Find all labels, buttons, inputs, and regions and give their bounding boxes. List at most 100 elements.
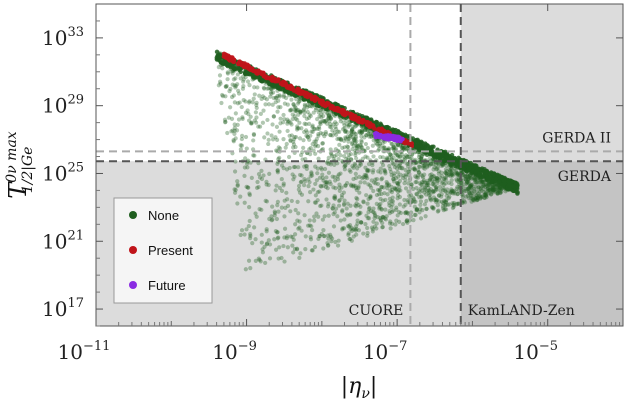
point-none — [449, 178, 454, 183]
point-none — [267, 216, 272, 222]
point-none — [310, 129, 315, 134]
point-none — [232, 169, 238, 174]
point-none — [324, 180, 329, 185]
point-none — [286, 154, 292, 160]
point-none — [390, 141, 395, 147]
point-none — [370, 227, 375, 232]
point-none — [256, 172, 262, 177]
point-none — [370, 170, 375, 175]
point-none — [435, 165, 441, 170]
point-none — [371, 188, 376, 194]
point-none — [397, 209, 402, 215]
point-none — [318, 130, 323, 136]
point-none — [358, 180, 363, 185]
point-none — [219, 100, 224, 106]
point-none — [421, 178, 427, 183]
point-none — [305, 130, 310, 135]
point-none — [254, 105, 259, 110]
point-none — [236, 117, 242, 122]
point-none — [477, 189, 482, 195]
point-none — [319, 231, 324, 237]
point-none — [469, 183, 474, 188]
point-none — [332, 196, 338, 201]
point-none — [448, 190, 453, 195]
point-none — [396, 143, 401, 148]
point-none — [483, 192, 488, 198]
point-none — [281, 181, 286, 186]
point-none — [277, 94, 282, 99]
point-none — [260, 250, 266, 255]
point-none — [498, 185, 503, 190]
point-none — [330, 133, 335, 138]
point-none — [241, 79, 246, 84]
point-none — [251, 132, 256, 137]
point-none — [403, 210, 408, 215]
point-none — [399, 145, 404, 151]
point-none — [314, 211, 319, 216]
point-none — [387, 211, 392, 216]
point-none — [381, 145, 387, 150]
point-none — [389, 141, 394, 146]
point-none — [345, 134, 350, 139]
point-none — [336, 136, 342, 141]
point-none — [299, 153, 304, 158]
point-future — [385, 136, 390, 142]
point-none — [465, 179, 470, 185]
point-none — [306, 177, 311, 182]
point-none — [318, 203, 323, 209]
point-none — [278, 104, 283, 110]
point-none — [252, 153, 257, 158]
point-none — [303, 179, 308, 184]
point-none — [365, 201, 370, 206]
point-none — [302, 121, 307, 126]
point-none — [232, 122, 237, 127]
point-none — [478, 194, 483, 200]
point-none — [356, 228, 362, 233]
point-none — [302, 104, 307, 109]
point-none — [425, 178, 430, 183]
point-none — [470, 194, 475, 199]
point-none — [343, 163, 348, 168]
point-none — [292, 114, 297, 119]
point-none — [385, 192, 390, 197]
point-none — [412, 161, 417, 166]
point-none — [427, 156, 432, 161]
point-none — [430, 161, 435, 166]
point-none — [422, 161, 428, 166]
point-none — [282, 214, 287, 219]
point-none — [458, 180, 464, 186]
point-none — [481, 168, 487, 174]
point-none — [387, 196, 392, 201]
point-none — [338, 119, 343, 124]
point-present — [275, 77, 281, 83]
point-none — [351, 183, 356, 188]
point-none — [400, 175, 405, 180]
point-none — [434, 175, 439, 181]
point-none — [418, 182, 424, 187]
point-none — [343, 136, 348, 141]
point-none — [369, 134, 374, 139]
point-none — [290, 243, 295, 248]
point-none — [358, 143, 364, 148]
point-none — [402, 181, 407, 186]
point-none — [405, 154, 410, 159]
point-none — [469, 176, 474, 181]
point-none — [338, 137, 344, 142]
point-none — [240, 115, 245, 120]
point-none — [295, 124, 300, 129]
point-none — [288, 120, 293, 125]
point-none — [273, 100, 278, 105]
point-present — [368, 123, 373, 128]
point-none — [342, 154, 347, 159]
point-none — [228, 86, 233, 92]
point-none — [346, 152, 352, 157]
point-none — [432, 197, 437, 203]
point-none — [389, 199, 394, 204]
point-none — [291, 102, 296, 107]
point-none — [281, 166, 286, 171]
point-none — [235, 182, 240, 187]
point-none — [289, 107, 294, 112]
point-none — [315, 171, 320, 176]
point-none — [317, 233, 323, 239]
point-none — [324, 180, 329, 185]
